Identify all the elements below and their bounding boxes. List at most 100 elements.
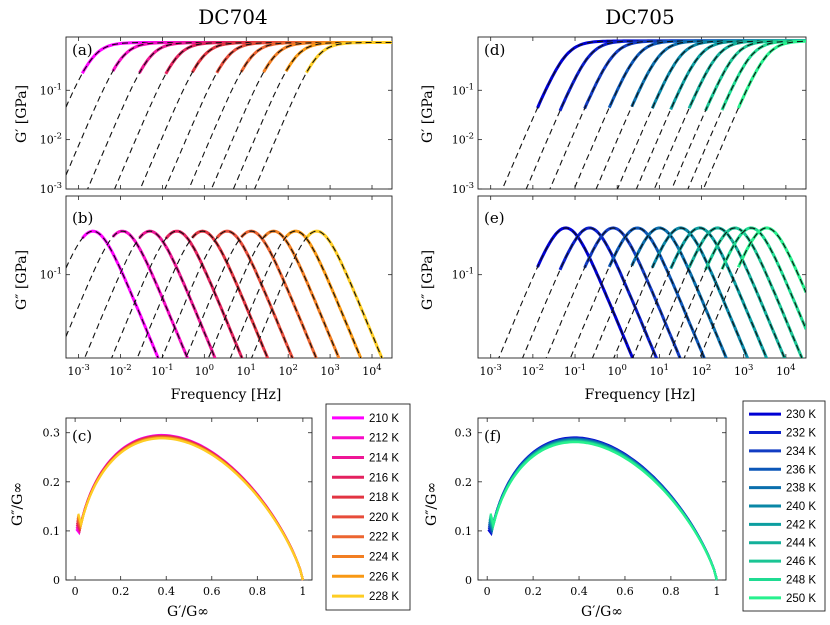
legend-label-0: 230 K [786, 409, 816, 421]
panel-a: 10-3 10-2 10-1 [40, 36, 393, 196]
legend-label-8: 226 K [369, 571, 399, 583]
fit-series-6 [632, 227, 768, 358]
data-series-7 [262, 229, 341, 358]
normalized-series-10 [489, 440, 718, 581]
panel-label-d: (d) [484, 41, 505, 59]
legend-label-6: 222 K [369, 532, 399, 544]
y-tick-label: 0.3 [43, 427, 61, 440]
axes-frame [477, 36, 807, 190]
y-tick-label: 10-1 [452, 82, 474, 97]
x-tick-label: 103 [320, 363, 339, 378]
y-tick-label: 0.2 [455, 476, 473, 489]
normalized-series-1 [487, 436, 718, 581]
axes-frame [65, 195, 393, 359]
fit-series-0 [498, 227, 634, 358]
legend-label-9: 228 K [369, 591, 399, 603]
y-tick-label: 0 [53, 574, 60, 587]
axes-frame [65, 417, 313, 581]
data-series-4 [191, 41, 392, 74]
fit-series-8 [229, 230, 362, 358]
fit-series-8 [671, 40, 806, 189]
panel-c: 0 0.2 0.4 0.6 0.8 1 0 0.1 0.2 0.3 [43, 417, 313, 598]
y-tick-label: 10-2 [40, 132, 62, 147]
data-series-8 [284, 41, 392, 73]
axes-frame [477, 417, 727, 581]
xlabel-frequency-left: Frequency [Hz] [171, 387, 282, 403]
fit-series-1 [521, 227, 658, 358]
data-series-0 [536, 226, 635, 358]
legend-label-7: 224 K [369, 552, 399, 564]
y-tick-label: 10-1 [452, 267, 474, 282]
x-tick-label: 10-2 [109, 363, 131, 378]
x-tick-label: 100 [195, 363, 214, 378]
fit-series-7 [207, 230, 340, 358]
y-tick-label: 0.1 [43, 525, 61, 538]
x-tick-label: 10-3 [67, 363, 89, 378]
panel-label-a: (a) [72, 41, 93, 59]
x-tick-label: 0.2 [112, 585, 130, 598]
fit-series-1 [66, 41, 392, 176]
x-tick-label: 104 [776, 363, 795, 378]
data-series-0 [81, 229, 160, 358]
x-tick-label: 1 [713, 585, 720, 598]
xlabel-normalized-left: G′/G∞ [167, 604, 209, 620]
x-tick-label: 103 [734, 363, 753, 378]
xlabel-normalized-right: G′/G∞ [581, 604, 623, 620]
y-tick-label: 10-2 [452, 132, 474, 147]
fit-series-9 [253, 41, 392, 189]
legend-label-0: 210 K [369, 413, 399, 425]
x-tick-label: 102 [692, 363, 711, 378]
x-tick-label: 101 [237, 363, 256, 378]
fit-series-7 [653, 40, 806, 189]
legend-label-1: 232 K [786, 428, 816, 440]
x-tick-label: 10-2 [522, 363, 544, 378]
x-tick-label: 10-3 [480, 363, 502, 378]
data-series-10 [737, 39, 806, 109]
x-tick-label: 0.2 [524, 585, 542, 598]
x-tick-label: 0.4 [157, 585, 175, 598]
x-tick-label: 101 [650, 363, 669, 378]
legend-label-4: 218 K [369, 492, 399, 504]
ylabel-gprime-left: G′ [GPa] [14, 85, 30, 143]
y-tick-label: 10-3 [40, 181, 62, 196]
fit-series-3 [569, 227, 705, 358]
x-tick-label: 1 [299, 585, 306, 598]
normalized-series-1 [75, 434, 304, 581]
x-tick-label: 0.8 [662, 585, 680, 598]
legend-label-5: 240 K [786, 501, 816, 513]
data-series-9 [305, 41, 392, 74]
x-tick-label: 0 [484, 585, 491, 598]
panel-label-f: (f) [484, 427, 501, 445]
fit-series-2 [545, 227, 681, 358]
legend-label-3: 236 K [786, 464, 816, 476]
legend-label-4: 238 K [786, 483, 816, 495]
legend-label-10: 250 K [786, 593, 816, 605]
legend-label-8: 246 K [786, 556, 816, 568]
legend-dc704: 210 K 212 K 214 K 216 K 218 K 220 K 222 K 224 K… [325, 403, 411, 611]
title-dc704: DC704 [198, 5, 268, 29]
x-tick-label: 0.6 [616, 585, 634, 598]
legend-dc705: 230 K 232 K 234 K 236 K 238 K 240 K 242 K 244 K… [742, 400, 826, 612]
fit-series-2 [84, 230, 216, 358]
axes-frame [65, 36, 393, 190]
ylabel-gdouble-left: G″ [GPa] [14, 250, 30, 310]
panel-e: 10-3 10-2 10-1 100 101 102 103 104 10-1 [452, 195, 807, 378]
legend-label-2: 234 K [786, 446, 816, 458]
legend-label-6: 242 K [786, 519, 816, 531]
title-dc705: DC705 [605, 5, 675, 29]
ylabel-normalized-right: G″/G∞ [424, 482, 440, 526]
y-tick-label: 0.3 [455, 427, 473, 440]
x-tick-label: 100 [607, 363, 626, 378]
ylabel-normalized-left: G″/G∞ [10, 482, 26, 526]
y-tick-label: 0 [465, 574, 472, 587]
panel-b: 10-3 10-2 10-1 100 101 102 103 104 10-1 [40, 195, 393, 378]
y-tick-label: 0.1 [455, 525, 473, 538]
data-series-5 [215, 229, 295, 358]
y-tick-label: 10-1 [40, 267, 62, 282]
x-tick-label: 104 [362, 363, 381, 378]
panel-d: 10-3 10-2 10-1 [452, 36, 807, 196]
data-series-3 [164, 41, 392, 75]
x-tick-label: 0 [72, 585, 79, 598]
panel-label-c: (c) [72, 427, 92, 445]
legend-label-5: 220 K [369, 512, 399, 524]
